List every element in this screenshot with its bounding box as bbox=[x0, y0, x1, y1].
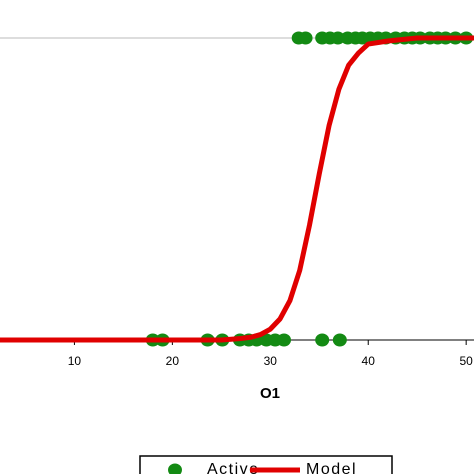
legend-box bbox=[139, 455, 393, 474]
legend-label: Active bbox=[207, 461, 260, 474]
x-tick-label: 40 bbox=[362, 354, 376, 368]
data-point bbox=[332, 333, 347, 347]
x-tick-label: 30 bbox=[264, 354, 278, 368]
x-tick-label: 10 bbox=[68, 354, 82, 368]
x-axis-label: O1 bbox=[260, 385, 280, 402]
data-point bbox=[277, 333, 292, 347]
data-point bbox=[315, 333, 330, 347]
legend-marker bbox=[168, 463, 182, 474]
data-point bbox=[298, 31, 313, 45]
x-tick-label: 20 bbox=[166, 354, 180, 368]
legend-label: Model bbox=[306, 461, 357, 474]
data-point bbox=[330, 31, 345, 45]
x-tick-label: 50 bbox=[459, 354, 473, 368]
model-line bbox=[0, 35, 474, 343]
